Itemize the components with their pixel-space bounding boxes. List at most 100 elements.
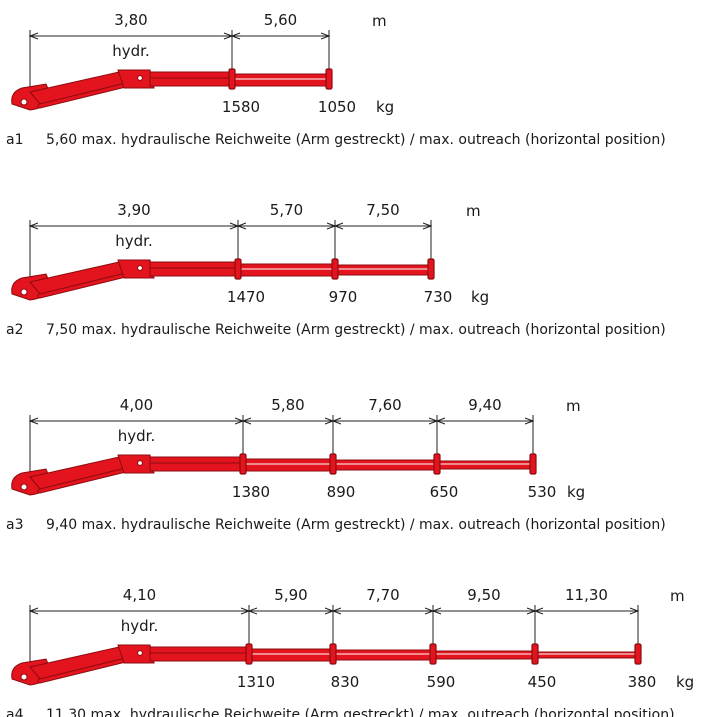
reach-label: 7,50 (366, 201, 399, 219)
boom-collar (325, 68, 333, 90)
diagram-a4: 4,10 5,90 7,70 9,50 11,30 hydr. m 1310 830 590 450… (6, 586, 694, 717)
dimension-arrow (230, 32, 241, 40)
outer-boom (149, 646, 250, 662)
outer-boom (149, 456, 244, 472)
caption-id: a3 (6, 517, 24, 533)
boom-collar (228, 68, 236, 90)
knuckle-joint (117, 644, 155, 664)
caption-id: a1 (6, 132, 24, 148)
dimension-arrow (533, 607, 544, 615)
boom-collar (531, 643, 539, 665)
hydr-label: hydr. (118, 427, 155, 445)
load-value: 450 (528, 673, 557, 691)
hydr-label: hydr. (115, 232, 152, 250)
diagram-a3: 4,00 5,80 7,60 9,40 hydr. m 1380 890 650 530 kg a3 9… (6, 396, 666, 533)
dimension-arrow (431, 607, 442, 615)
boom-collar (634, 643, 642, 665)
diagram-a1: 3,80 5,60 hydr. m 1580 1050 kg a1 5,60 max. hydr… (6, 11, 666, 148)
unit-kg-label: kg (567, 483, 585, 501)
dimension-arrow (331, 417, 342, 425)
hydr-label: hydr. (112, 42, 149, 60)
crane-pivot (20, 483, 28, 491)
hydraulic-cylinder (38, 82, 132, 108)
crane-pivot (20, 673, 28, 681)
load-value: 730 (424, 288, 453, 306)
reach-label: 5,80 (271, 396, 304, 414)
boom-extension (242, 458, 334, 472)
load-value: 970 (329, 288, 358, 306)
load-value: 1580 (222, 98, 260, 116)
reach-label: 5,70 (270, 201, 303, 219)
unit-kg-label: kg (471, 288, 489, 306)
boom-collar (245, 643, 253, 665)
dimension-arrow (241, 417, 252, 425)
dimension-arrow (236, 222, 247, 230)
boom-extension (534, 651, 639, 659)
dimension-arrow (247, 607, 258, 615)
boom-collar (239, 453, 247, 475)
dimension-arrow (320, 32, 331, 40)
load-value: 1310 (237, 673, 275, 691)
reach-label: 4,00 (120, 396, 153, 414)
hydraulic-cylinder (38, 467, 132, 493)
dimension-arrow (422, 222, 433, 230)
knuckle-joint (117, 69, 155, 89)
reach-label: 9,40 (468, 396, 501, 414)
load-value: 1050 (318, 98, 356, 116)
caption-id: a4 (6, 707, 24, 717)
knuckle-joint (117, 259, 155, 279)
reach-label: 7,60 (368, 396, 401, 414)
unit-m-label: m (670, 587, 685, 605)
load-value: 1380 (232, 483, 270, 501)
load-value: 380 (628, 673, 657, 691)
reach-label: 5,60 (264, 11, 297, 29)
boom-extension (432, 650, 536, 660)
reach-label: 5,90 (274, 586, 307, 604)
reach-label: 4,10 (123, 586, 156, 604)
unit-m-label: m (466, 202, 481, 220)
load-value: 530 (528, 483, 557, 501)
dimension-arrow (524, 417, 535, 425)
unit-kg-label: kg (376, 98, 394, 116)
load-value: 650 (430, 483, 459, 501)
reach-label: 11,30 (565, 586, 608, 604)
boom-extension (332, 649, 434, 661)
outer-boom (149, 261, 239, 277)
caption-text: 11,30 max. hydraulische Reichweite (Arm … (46, 707, 675, 717)
dimension-arrow (333, 222, 344, 230)
load-value: 890 (327, 483, 356, 501)
crane-pivot (20, 288, 28, 296)
unit-kg-label: kg (676, 673, 694, 691)
boom-extension (436, 460, 534, 470)
dimension-arrow (331, 607, 342, 615)
crane-pivot (137, 75, 143, 81)
hydr-label: hydr. (121, 617, 158, 635)
boom-collar (433, 453, 441, 475)
crane-pivot (137, 650, 143, 656)
caption-text: 7,50 max. hydraulische Reichweite (Arm g… (46, 322, 666, 338)
crane-pivot (137, 460, 143, 466)
caption-text: 5,60 max. hydraulische Reichweite (Arm g… (46, 132, 666, 148)
boom-extension (231, 73, 330, 87)
boom-collar (329, 643, 337, 665)
reach-label: 7,70 (366, 586, 399, 604)
boom-extension (248, 648, 334, 662)
boom-extension (237, 263, 336, 277)
dimension-arrow (28, 417, 39, 425)
reach-label: 3,90 (117, 201, 150, 219)
dimension-arrow (435, 417, 446, 425)
reach-label: 3,80 (114, 11, 147, 29)
boom-collar (234, 258, 242, 280)
boom-collar (329, 453, 337, 475)
dimension-arrow (28, 607, 39, 615)
outer-boom (149, 71, 233, 87)
load-value: 830 (331, 673, 360, 691)
unit-m-label: m (566, 397, 581, 415)
dimension-arrow (629, 607, 640, 615)
boom-collar (529, 453, 537, 475)
knuckle-joint (117, 454, 155, 474)
hydraulic-cylinder (38, 272, 132, 298)
load-value: 590 (427, 673, 456, 691)
hydraulic-cylinder (38, 657, 132, 683)
